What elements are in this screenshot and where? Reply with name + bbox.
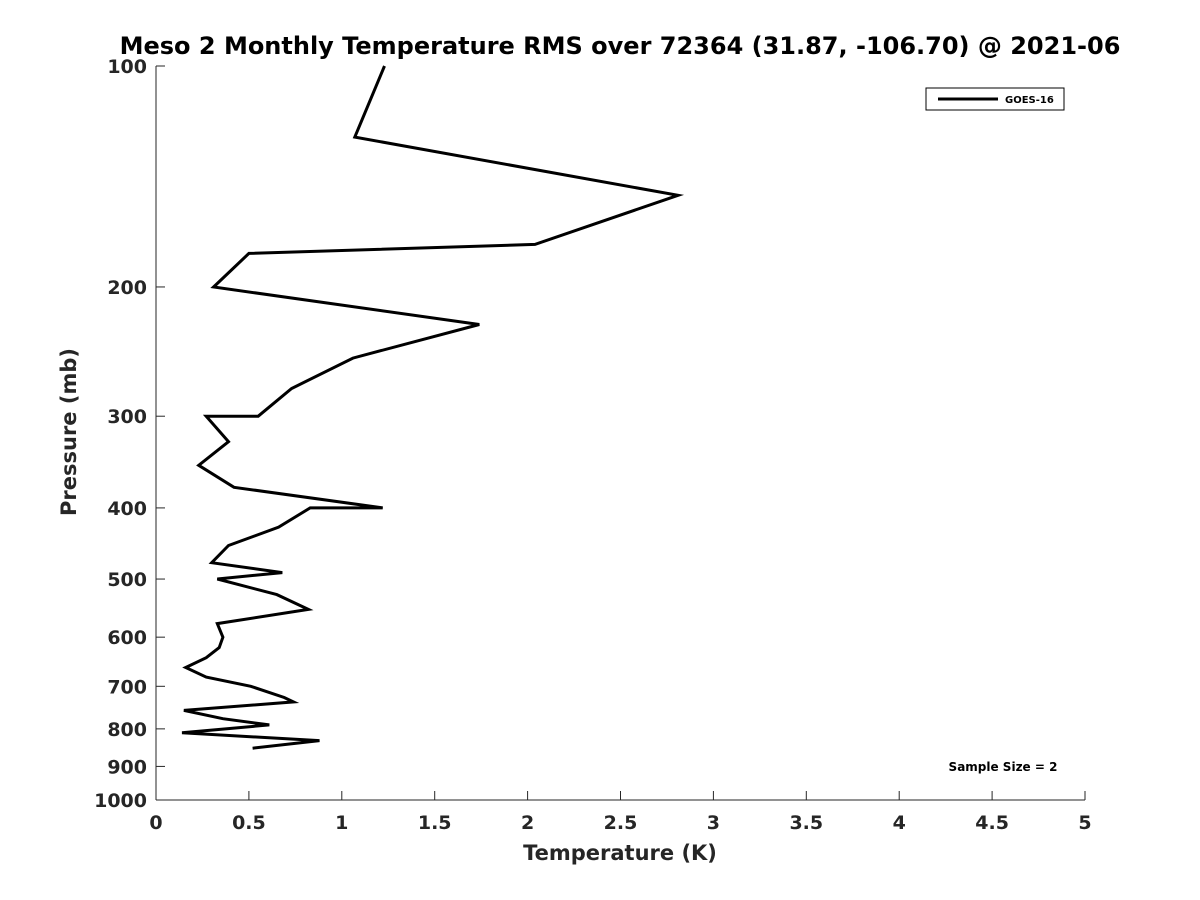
y-tick-label: 200 — [107, 277, 147, 299]
y-tick-label: 400 — [107, 498, 147, 520]
x-tick-label: 0.5 — [232, 812, 266, 834]
y-tick-label: 700 — [107, 676, 147, 698]
x-tick-label: 1 — [335, 812, 348, 834]
x-tick-label: 2.5 — [604, 812, 638, 834]
legend: GOES-16 — [925, 87, 1065, 111]
y-tick-label: 300 — [107, 406, 147, 428]
axes: 0 0.5 1 1.5 2 2.5 3 3.5 4 4.5 5 100 200 300 400 500 600 7… — [94, 56, 1092, 834]
y-tick-label: 800 — [107, 719, 147, 741]
x-tick-label: 2 — [521, 812, 534, 834]
y-tick-label: 600 — [107, 627, 147, 649]
y-tick-label: 500 — [107, 569, 147, 591]
x-tick-label: 0 — [149, 812, 162, 834]
x-tick-label: 3 — [707, 812, 720, 834]
x-axis-label: Temperature (K) — [523, 841, 717, 865]
series-line-goes-16 — [181, 65, 685, 750]
x-tick-label: 4.5 — [975, 812, 1009, 834]
chart-title: Meso 2 Monthly Temperature RMS over 7236… — [120, 32, 1121, 60]
y-axis-label: Pressure (mb) — [57, 348, 81, 516]
x-tick-label: 4 — [893, 812, 906, 834]
y-tick-label: 900 — [107, 756, 147, 778]
x-tick-label: 3.5 — [789, 812, 823, 834]
legend-label: GOES-16 — [1005, 95, 1054, 106]
y-tick-label: 1000 — [94, 790, 147, 812]
sample-size-annotation: Sample Size = 2 — [949, 760, 1058, 774]
x-tick-label: 5 — [1078, 812, 1091, 834]
y-tick-label: 100 — [107, 56, 147, 78]
x-tick-label: 1.5 — [418, 812, 452, 834]
